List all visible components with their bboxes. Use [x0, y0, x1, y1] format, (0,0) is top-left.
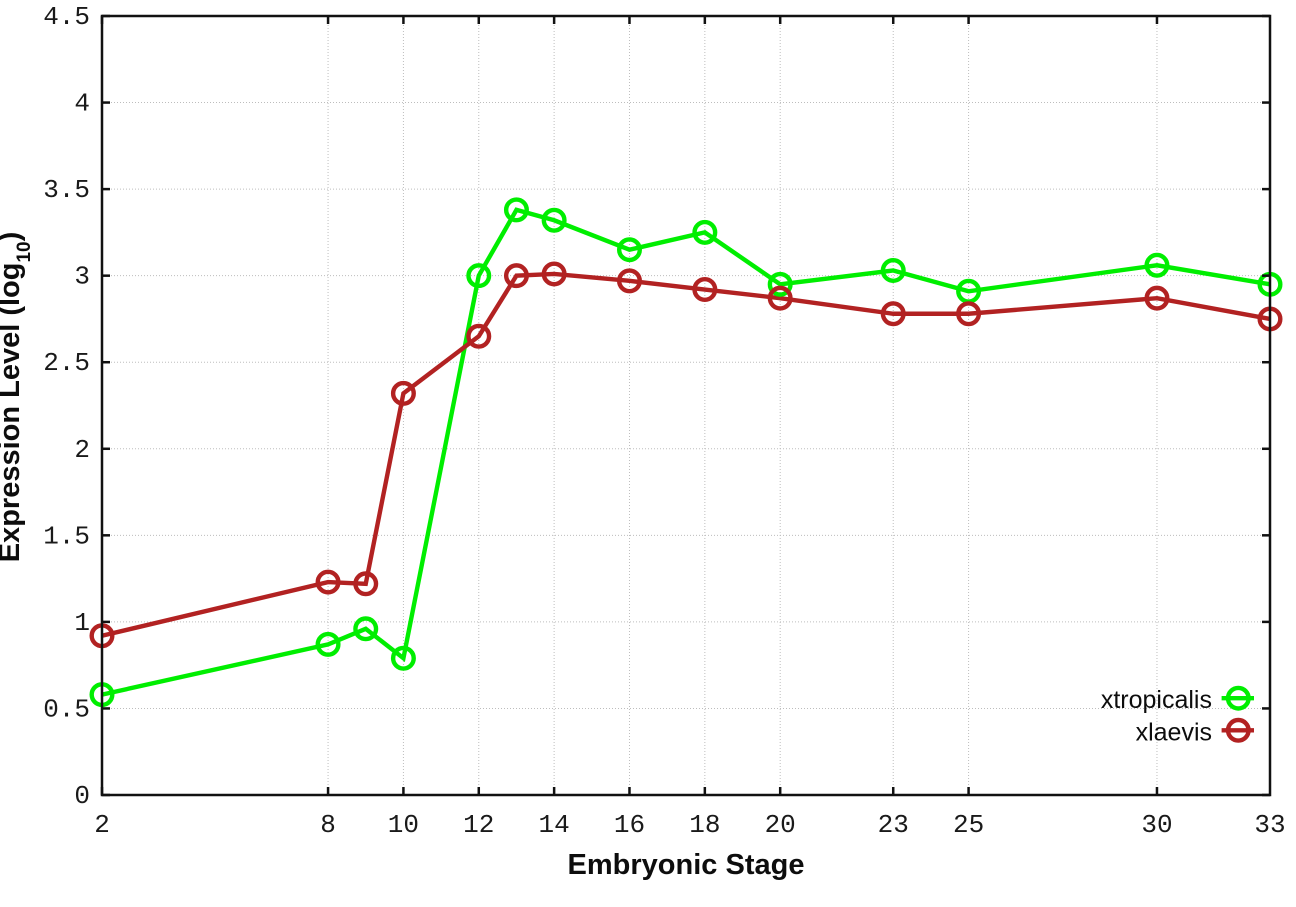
svg-text:25: 25 — [953, 810, 984, 840]
svg-text:Expression Level (log10): Expression Level (log10) — [0, 232, 35, 563]
svg-text:18: 18 — [689, 810, 720, 840]
svg-text:12: 12 — [463, 810, 494, 840]
svg-text:1.5: 1.5 — [43, 521, 90, 551]
svg-text:1: 1 — [74, 608, 90, 638]
svg-text:23: 23 — [878, 810, 909, 840]
svg-text:2: 2 — [74, 435, 90, 465]
svg-text:4.5: 4.5 — [43, 2, 90, 32]
svg-text:20: 20 — [765, 810, 796, 840]
svg-text:16: 16 — [614, 810, 645, 840]
svg-text:xtropicalis: xtropicalis — [1101, 686, 1212, 714]
svg-text:0.5: 0.5 — [43, 695, 90, 725]
svg-text:14: 14 — [539, 810, 570, 840]
svg-text:Embryonic Stage: Embryonic Stage — [568, 849, 805, 881]
svg-text:3: 3 — [74, 262, 90, 292]
svg-text:33: 33 — [1254, 810, 1285, 840]
svg-text:2.5: 2.5 — [43, 348, 90, 378]
svg-text:2: 2 — [94, 810, 110, 840]
svg-text:xlaevis: xlaevis — [1136, 719, 1212, 747]
svg-text:0: 0 — [74, 781, 90, 811]
svg-text:4: 4 — [74, 89, 90, 119]
svg-text:30: 30 — [1141, 810, 1172, 840]
svg-text:10: 10 — [388, 810, 419, 840]
svg-text:3.5: 3.5 — [43, 175, 90, 205]
svg-text:8: 8 — [320, 810, 336, 840]
